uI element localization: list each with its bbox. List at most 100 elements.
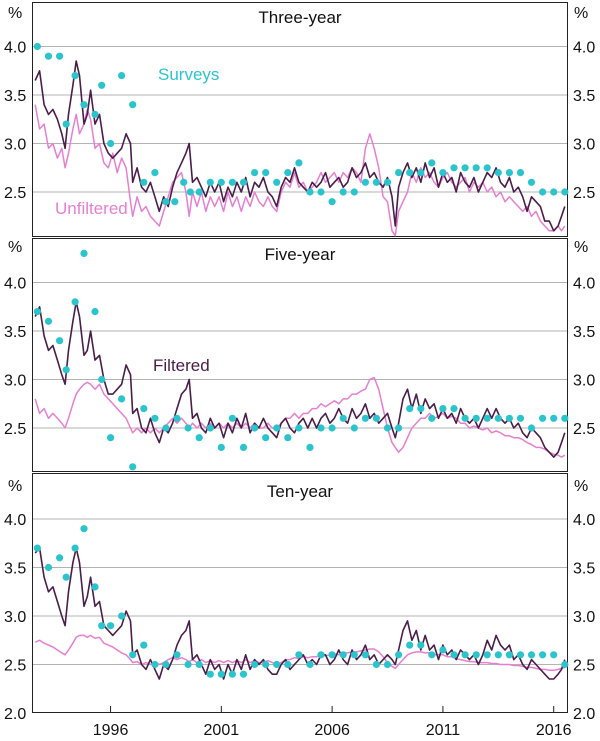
xtick-label-1996: 1996 [93, 722, 129, 739]
survey-point-ten-year-20 [239, 670, 248, 678]
series-line-unfiltered-five-year [34, 376, 566, 458]
survey-point-ten-year-48 [550, 651, 558, 659]
survey-point-five-year-14 [173, 414, 181, 422]
survey-point-five-year-41 [472, 414, 480, 422]
ytick-left-ten-year-4.0: 4.0 [4, 512, 26, 529]
survey-point-five-year-43 [494, 414, 502, 422]
survey-point-ten-year-23 [273, 660, 281, 669]
survey-point-ten-year-26 [306, 660, 314, 669]
survey-point-ten-year-22 [262, 660, 270, 669]
survey-point-ten-year-13 [162, 660, 170, 669]
ytick-right-three-year-2.5: 2.5 [573, 185, 595, 202]
series-line-filtered-three-year [34, 60, 566, 232]
survey-point-three-year-42 [472, 164, 480, 172]
ytick-right-five-year-4.0: 4.0 [573, 276, 595, 293]
survey-point-ten-year-35 [406, 641, 414, 649]
survey-point-five-year-24 [284, 434, 292, 442]
survey-point-ten-year-29 [339, 651, 347, 659]
legend-surveys: Surveys [158, 65, 219, 84]
survey-point-five-year-42 [483, 414, 491, 422]
panel-frame-five-year [32, 238, 568, 472]
survey-point-ten-year-39 [450, 651, 458, 659]
panel-frame-three-year [32, 2, 568, 237]
survey-point-three-year-5 [80, 101, 88, 109]
survey-point-ten-year-2 [56, 554, 64, 562]
survey-point-ten-year-43 [494, 651, 502, 659]
survey-point-three-year-21 [239, 178, 248, 186]
survey-point-five-year-22 [262, 434, 270, 442]
ytick-left-ten-year-2.5: 2.5 [4, 658, 26, 675]
survey-point-three-year-39 [439, 169, 447, 177]
survey-point-three-year-25 [284, 169, 292, 177]
survey-point-ten-year-6 [91, 583, 99, 591]
survey-point-three-year-12 [151, 169, 159, 177]
survey-point-five-year-30 [350, 424, 358, 432]
survey-point-ten-year-19 [228, 670, 236, 678]
survey-point-five-year-2 [56, 337, 64, 345]
survey-point-three-year-45 [505, 169, 513, 177]
ytick-right-ten-year-4.0: 4.0 [573, 512, 595, 529]
ytick-right-three-year-3.0: 3.0 [573, 137, 595, 154]
survey-point-ten-year-21 [251, 660, 259, 669]
ytick-left-three-year-3.0: 3.0 [4, 137, 26, 154]
survey-point-three-year-7 [98, 81, 106, 89]
survey-point-three-year-47 [527, 178, 536, 186]
survey-point-five-year-49 [561, 414, 569, 422]
survey-point-three-year-9 [118, 72, 126, 80]
survey-point-five-year-47 [539, 414, 547, 422]
survey-point-ten-year-10 [129, 651, 137, 659]
survey-point-five-year-36 [417, 405, 425, 413]
ytick-right-five-year-3.5: 3.5 [573, 324, 595, 341]
survey-point-three-year-44 [494, 169, 502, 177]
survey-point-five-year-38 [439, 405, 447, 413]
survey-point-ten-year-18 [217, 670, 225, 678]
survey-point-ten-year-28 [328, 651, 336, 659]
ytick-right-ten-year-2.0: 2.0 [573, 706, 595, 723]
ytick-right-five-year-3.0: 3.0 [573, 373, 595, 390]
survey-point-ten-year-25 [295, 651, 303, 659]
survey-point-ten-year-46 [527, 651, 536, 659]
survey-point-five-year-19 [228, 414, 236, 422]
survey-point-five-year-39 [450, 405, 458, 413]
survey-point-five-year-23 [273, 424, 281, 432]
survey-point-five-year-27 [317, 424, 325, 432]
survey-point-three-year-18 [206, 178, 214, 186]
survey-point-ten-year-1 [44, 563, 53, 572]
survey-point-five-year-16 [195, 434, 203, 442]
survey-point-three-year-14 [171, 198, 179, 206]
xtick-label-2011: 2011 [426, 722, 461, 739]
survey-point-five-year-5 [80, 249, 88, 257]
survey-point-five-year-13 [162, 424, 170, 432]
survey-point-five-year-10 [129, 463, 137, 471]
survey-point-three-year-48 [539, 188, 547, 196]
ytick-left-three-year-3.5: 3.5 [4, 88, 26, 105]
xtick-label-2016: 2016 [536, 722, 572, 739]
survey-point-ten-year-44 [505, 651, 513, 659]
ytick-left-five-year-4.0: 4.0 [4, 276, 26, 293]
survey-point-five-year-21 [251, 424, 259, 432]
survey-point-ten-year-8 [107, 622, 115, 630]
unit-label-left-3: % [8, 478, 22, 495]
survey-point-ten-year-17 [206, 670, 214, 678]
survey-point-ten-year-3 [62, 573, 70, 581]
survey-point-five-year-29 [339, 414, 347, 422]
survey-point-ten-year-9 [118, 612, 126, 620]
survey-point-three-year-41 [461, 164, 469, 172]
survey-point-three-year-11 [140, 178, 148, 186]
survey-point-five-year-33 [383, 424, 392, 432]
survey-point-three-year-6 [91, 110, 99, 118]
survey-point-ten-year-37 [428, 651, 436, 659]
survey-point-three-year-46 [516, 169, 525, 177]
survey-point-ten-year-47 [539, 651, 547, 659]
survey-point-ten-year-33 [383, 660, 392, 669]
survey-point-five-year-4 [71, 298, 79, 306]
ytick-right-ten-year-3.5: 3.5 [573, 561, 595, 578]
survey-point-five-year-11 [140, 405, 148, 413]
survey-point-five-year-40 [461, 414, 469, 422]
survey-point-five-year-0 [33, 308, 42, 316]
survey-point-five-year-34 [395, 424, 403, 432]
survey-point-five-year-3 [62, 366, 70, 374]
survey-point-ten-year-34 [395, 651, 403, 659]
ytick-right-three-year-4.0: 4.0 [573, 40, 595, 57]
survey-point-three-year-50 [561, 188, 569, 196]
